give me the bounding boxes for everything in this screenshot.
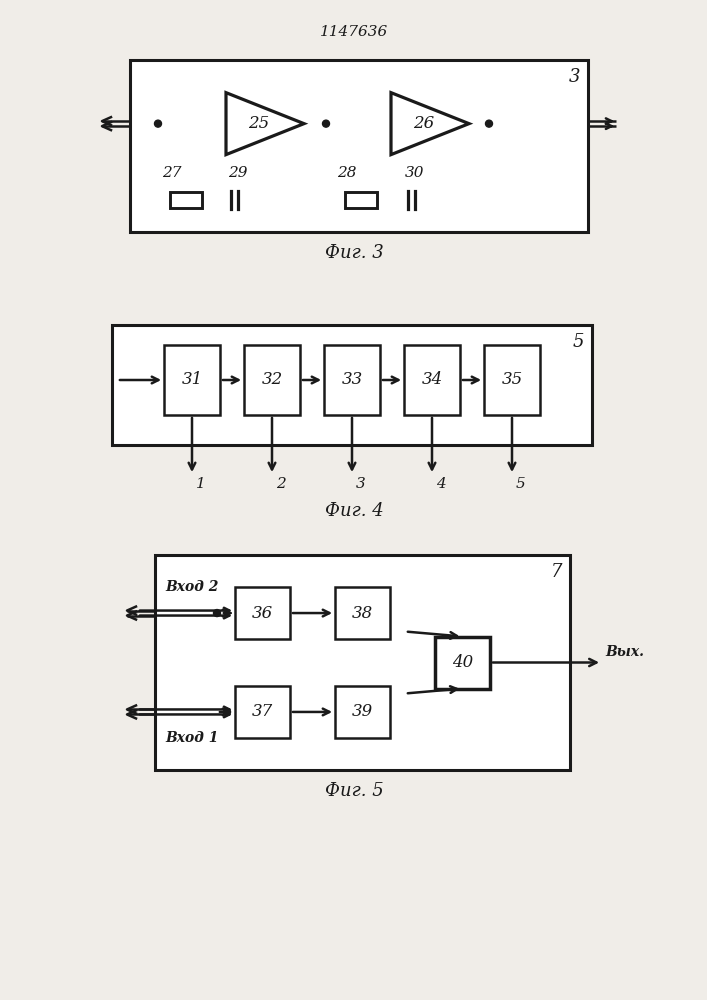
Text: 37: 37 [252, 703, 273, 720]
Text: 5: 5 [516, 477, 526, 491]
Bar [335, 587, 390, 639]
Text: 28: 28 [337, 166, 357, 180]
Bar [324, 345, 380, 415]
Bar [404, 345, 460, 415]
Bar [130, 60, 588, 232]
Bar [484, 345, 540, 415]
Text: 29: 29 [228, 166, 247, 180]
Text: 30: 30 [405, 166, 425, 180]
Bar [335, 686, 390, 738]
Text: 5: 5 [573, 333, 584, 351]
Text: 1147636: 1147636 [320, 25, 388, 39]
Bar [244, 345, 300, 415]
Bar [164, 345, 220, 415]
Circle shape [486, 120, 493, 127]
Bar [155, 555, 570, 770]
Circle shape [223, 708, 230, 715]
Text: 38: 38 [352, 605, 373, 622]
Bar [170, 192, 202, 208]
Text: 34: 34 [421, 371, 443, 388]
Text: 1: 1 [196, 477, 206, 491]
Bar [235, 587, 290, 639]
Text: 35: 35 [501, 371, 522, 388]
Text: 31: 31 [182, 371, 203, 388]
Text: 3: 3 [356, 477, 366, 491]
Text: Вход 1: Вход 1 [165, 731, 218, 745]
Text: 26: 26 [414, 115, 435, 132]
Text: Фиг. 3: Фиг. 3 [325, 244, 383, 262]
Circle shape [322, 120, 329, 127]
Text: 27: 27 [162, 166, 182, 180]
Text: 32: 32 [262, 371, 283, 388]
Text: 36: 36 [252, 605, 273, 622]
Text: Фиг. 4: Фиг. 4 [325, 502, 383, 520]
Text: 25: 25 [248, 115, 269, 132]
Text: 3: 3 [568, 68, 580, 86]
Text: 7: 7 [551, 563, 562, 581]
Text: 2: 2 [276, 477, 286, 491]
Bar [235, 686, 290, 738]
Bar [435, 637, 490, 688]
Text: Вход 2: Вход 2 [165, 580, 218, 594]
Circle shape [214, 610, 221, 617]
Text: 39: 39 [352, 703, 373, 720]
Text: 33: 33 [341, 371, 363, 388]
Bar [112, 325, 592, 445]
Text: 40: 40 [452, 654, 473, 671]
Text: 4: 4 [436, 477, 445, 491]
Text: Вых.: Вых. [605, 645, 644, 658]
Text: Фиг. 5: Фиг. 5 [325, 782, 383, 800]
Circle shape [155, 120, 161, 127]
Bar [345, 192, 377, 208]
